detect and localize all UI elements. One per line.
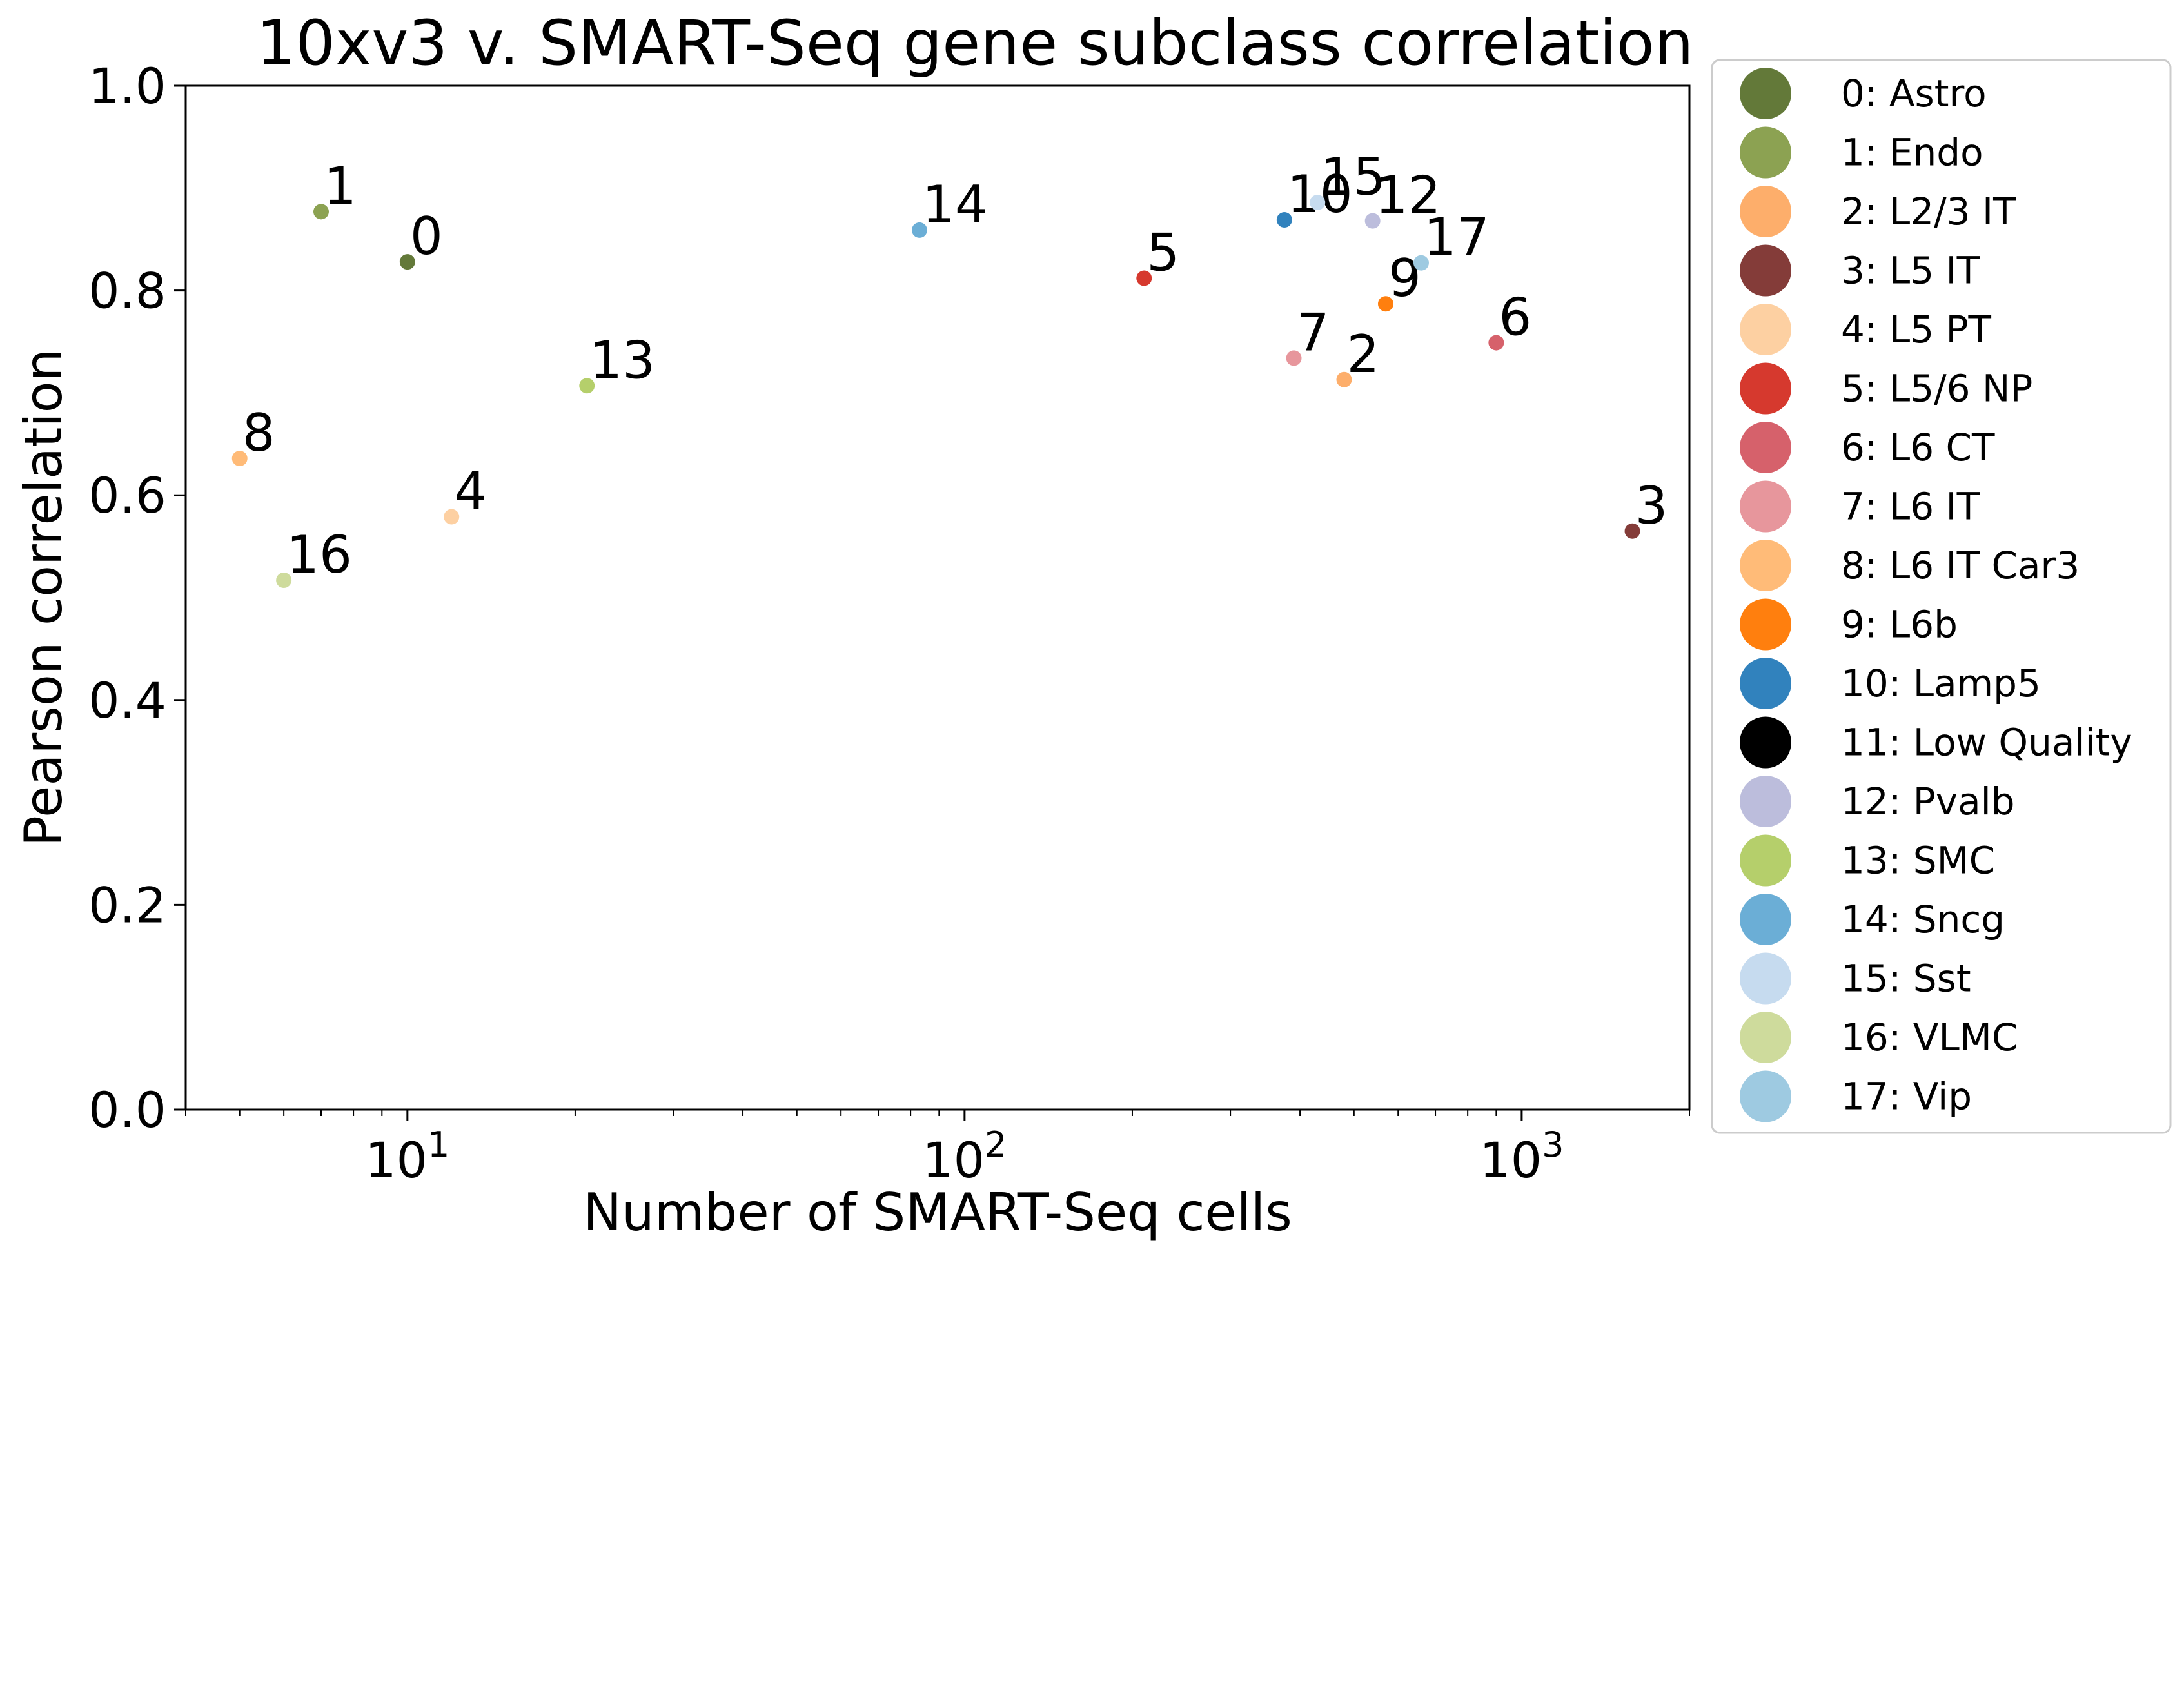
legend-marker	[1740, 68, 1791, 119]
legend-entry-label: 4: L5 PT	[1841, 308, 1992, 351]
legend-marker	[1740, 894, 1791, 945]
point-label-15: 15	[1320, 147, 1386, 207]
legend-marker	[1740, 304, 1791, 355]
legend-marker	[1740, 186, 1791, 237]
x-tick-label: 103	[1479, 1124, 1564, 1189]
legend-marker	[1740, 717, 1791, 769]
legend-marker	[1740, 481, 1791, 533]
legend-marker	[1740, 1012, 1791, 1063]
x-axis-label: Number of SMART-Seq cells	[583, 1182, 1292, 1242]
point-label-7: 7	[1297, 302, 1330, 362]
y-axis-label: Pearson correlation	[14, 349, 74, 847]
point-label-1: 1	[324, 156, 357, 216]
legend-entry-label: 1: Endo	[1841, 131, 1983, 175]
legend-entry-label: 15: Sst	[1841, 957, 1971, 1001]
legend-marker	[1740, 363, 1791, 415]
point-label-16: 16	[286, 525, 352, 585]
legend-marker	[1740, 953, 1791, 1005]
legend-marker	[1740, 1071, 1791, 1122]
legend-entry-label: 14: Sncg	[1841, 897, 2005, 941]
point-label-3: 3	[1635, 476, 1668, 536]
chart-title: 10xv3 v. SMART-Seq gene subclass correla…	[257, 7, 1694, 79]
point-label-8: 8	[242, 403, 275, 463]
legend-marker	[1740, 245, 1791, 297]
legend-marker	[1740, 599, 1791, 651]
legend-entry-label: 10: Lamp5	[1841, 662, 2041, 705]
legend-entry-label: 11: Low Quality	[1841, 721, 2132, 765]
y-tick-label: 0.8	[88, 262, 166, 320]
legend-entry-label: 3: L5 IT	[1841, 249, 1980, 293]
x-tick-label: 101	[365, 1124, 449, 1189]
legend-marker	[1740, 658, 1791, 709]
legend: 0: Astro 1: Endo 2: L2/3 IT 3: L5 IT 4: L5 P…	[1712, 60, 2170, 1133]
point-label-4: 4	[454, 462, 487, 522]
legend-entry-label: 7: L6 IT	[1841, 485, 1980, 529]
legend-marker	[1740, 835, 1791, 887]
legend-entry-label: 2: L2/3 IT	[1841, 190, 2016, 233]
legend-entry-label: 17: Vip	[1841, 1075, 1972, 1119]
legend-marker	[1740, 422, 1791, 473]
point-label-6: 6	[1499, 288, 1531, 348]
legend-entry-label: 5: L5/6 NP	[1841, 367, 2032, 411]
y-tick-label: 0.6	[88, 467, 166, 524]
y-tick-label: 0.2	[88, 876, 166, 934]
legend-entry-label: 9: L6b	[1841, 603, 1958, 647]
point-label-13: 13	[589, 330, 655, 390]
y-tick-label: 0.0	[88, 1081, 166, 1139]
y-axis-ticks: 0.0 0.2 0.4 0.6 0.8 1.0	[88, 57, 186, 1139]
legend-entry-label: 6: L6 CT	[1841, 426, 1995, 469]
legend-entry-label: 12: Pvalb	[1841, 779, 2015, 823]
point-label-2: 2	[1346, 324, 1379, 384]
point-label-17: 17	[1424, 208, 1490, 268]
legend-entry-label: 16: VLMC	[1841, 1015, 2018, 1059]
legend-marker	[1740, 540, 1791, 591]
y-tick-label: 1.0	[88, 57, 166, 115]
x-tick-label: 102	[922, 1124, 1007, 1189]
legend-marker	[1740, 127, 1791, 179]
legend-marker	[1740, 776, 1791, 827]
legend-entry-label: 8: L6 IT Car3	[1841, 544, 2080, 587]
point-label-14: 14	[922, 175, 988, 235]
legend-entry-label: 13: SMC	[1841, 839, 1995, 883]
point-label-5: 5	[1146, 223, 1179, 283]
y-tick-label: 0.4	[88, 672, 166, 729]
legend-entry-label: 0: Astro	[1841, 72, 1987, 115]
point-label-0: 0	[410, 206, 443, 266]
x-axis-ticks: 101 102 103	[186, 1110, 1689, 1189]
